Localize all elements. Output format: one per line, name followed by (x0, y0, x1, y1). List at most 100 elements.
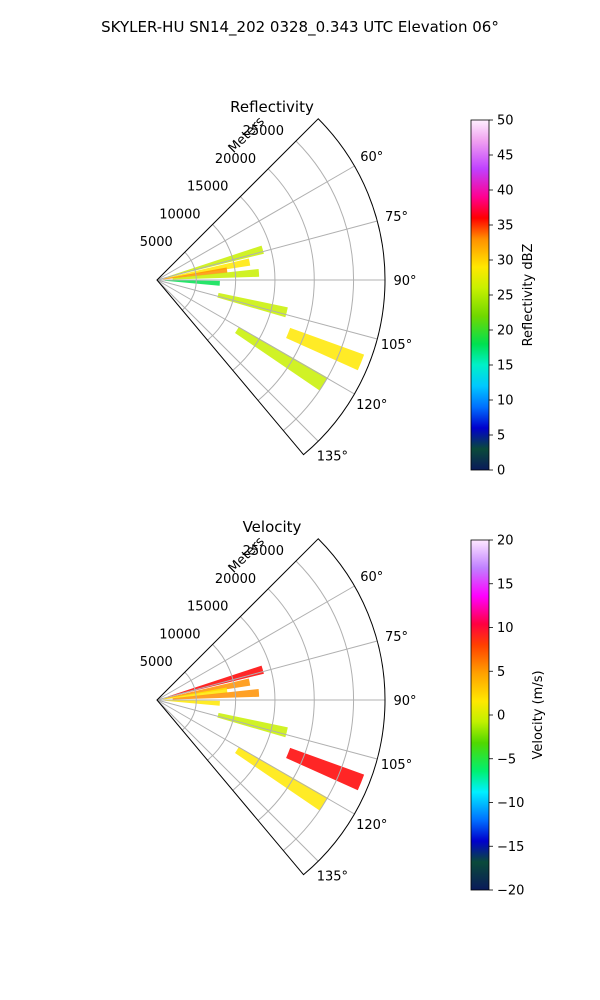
echo-cell (217, 712, 288, 738)
echo-cell (286, 747, 365, 791)
colorbar-tick-label: 15 (497, 577, 514, 592)
echo-cell (168, 665, 264, 698)
colorbar-tick-label: 0 (497, 709, 505, 724)
range-ring (232, 196, 276, 371)
colorbar-tick-label: 10 (497, 621, 514, 636)
azimuth-tick-label: 90° (393, 274, 416, 289)
sector-frame (156, 118, 386, 456)
range-tick-label: 5000 (140, 235, 173, 250)
azimuth-tick-label: 90° (393, 694, 416, 709)
echo-cell (286, 327, 365, 371)
azimuth-gridline (156, 279, 355, 395)
echo-layer (163, 245, 365, 391)
azimuth-gridline (156, 585, 355, 701)
azimuth-tick-label: 60° (360, 570, 383, 585)
range-ring (181, 671, 197, 731)
range-tick-label: 15000 (187, 600, 228, 615)
azimuth-gridline (156, 699, 355, 815)
range-ring (283, 560, 355, 851)
figure-title: SKYLER-HU SN14_202 0328_0.343 UTC Elevat… (101, 18, 499, 37)
echo-cell (168, 245, 264, 278)
range-ring (257, 168, 315, 401)
azimuth-gridline (156, 279, 378, 340)
colorbar-tick-label: −10 (497, 796, 524, 811)
range-ring (257, 588, 315, 821)
echo-cell (163, 267, 228, 280)
echo-layer (163, 665, 365, 811)
colorbar-tick-label: 15 (497, 359, 514, 374)
azimuth-tick-label: 120° (356, 398, 387, 413)
echo-cell (163, 687, 228, 700)
range-ring (181, 251, 197, 311)
echo-cell (217, 292, 288, 318)
colorbar: −20 −15 −10 −5 0 5 10 15 20 Velocity (m/s) (470, 534, 546, 899)
colorbar: 0 5 10 15 20 25 30 35 40 45 50 Reflectivity dBZ (470, 114, 536, 479)
panel-title: Reflectivity (230, 98, 314, 116)
azimuth-tick-label: 60° (360, 150, 383, 165)
azimuth-gridline (156, 699, 319, 862)
colorbar-tick-label: 50 (497, 114, 514, 129)
azimuth-gridline (156, 165, 355, 281)
colorbar-swatch (470, 119, 490, 471)
range-ring (207, 224, 237, 341)
range-tick-label: 20000 (215, 572, 256, 587)
panel-title: Velocity (243, 518, 302, 536)
azimuth-tick-label: 75° (385, 630, 408, 645)
colorbar-tick-label: 10 (497, 394, 514, 409)
range-ring (207, 644, 237, 761)
grid-layer (156, 118, 386, 456)
echo-cell (164, 280, 220, 286)
azimuth-gridline (156, 279, 319, 442)
colorbar-label: Reflectivity dBZ (521, 244, 536, 347)
range-ring (232, 616, 276, 791)
colorbar-tick-label: 20 (497, 324, 514, 339)
colorbar-ticks: −20 −15 −10 −5 0 5 10 15 20 (489, 534, 524, 899)
colorbar-tick-label: 35 (497, 219, 514, 234)
azimuth-tick-label: 135° (317, 869, 348, 884)
echo-cell (164, 700, 220, 706)
range-tick-label: 10000 (159, 627, 200, 642)
reflectivity-panel: Reflectivity 5000 10000 15000 20000 25000 60°… (140, 98, 536, 479)
azimuth-tick-label: 120° (356, 818, 387, 833)
colorbar-ticks: 0 5 10 15 20 25 30 35 40 45 50 (489, 114, 514, 479)
azimuth-gridline (156, 220, 378, 281)
echo-cell (164, 258, 251, 279)
azimuth-tick-label: 105° (381, 338, 412, 353)
range-tick-label: 25000 (243, 124, 284, 139)
colorbar-swatch (470, 539, 490, 891)
colorbar-tick-label: 40 (497, 184, 514, 199)
range-tick-label: 20000 (215, 152, 256, 167)
tick-layer: 5000 10000 15000 20000 25000 60° 75° 90° 105° 120… (140, 124, 417, 464)
echo-cell (172, 268, 260, 280)
colorbar-tick-label: 30 (497, 254, 514, 269)
colorbar-tick-label: 5 (497, 665, 505, 680)
colorbar-tick-label: −5 (497, 752, 516, 767)
tick-layer: 5000 10000 15000 20000 25000 60° 75° 90° 105° 120… (140, 544, 417, 884)
colorbar-tick-label: 45 (497, 149, 514, 164)
colorbar-tick-label: −15 (497, 840, 524, 855)
colorbar-tick-label: 25 (497, 289, 514, 304)
colorbar-tick-label: 5 (497, 429, 505, 444)
sector-frame (156, 538, 386, 876)
echo-cell (172, 688, 260, 700)
colorbar-tick-label: 0 (497, 464, 505, 479)
azimuth-tick-label: 105° (381, 758, 412, 773)
azimuth-gridline (156, 640, 378, 701)
grid-layer (156, 538, 386, 876)
echo-cell (235, 746, 328, 811)
echo-cell (235, 326, 328, 391)
colorbar-label: Velocity (m/s) (531, 670, 546, 759)
velocity-panel: Velocity 5000 10000 15000 20000 25000 60° 75° 9… (140, 518, 546, 899)
echo-cell (164, 678, 251, 699)
azimuth-tick-label: 75° (385, 210, 408, 225)
range-tick-label: 15000 (187, 180, 228, 195)
azimuth-tick-label: 135° (317, 449, 348, 464)
range-tick-label: 10000 (159, 207, 200, 222)
range-tick-label: 5000 (140, 655, 173, 670)
azimuth-gridline (156, 699, 378, 760)
range-ring (283, 140, 355, 431)
colorbar-tick-label: −20 (497, 884, 524, 899)
range-tick-label: 25000 (243, 544, 284, 559)
colorbar-tick-label: 20 (497, 534, 514, 549)
